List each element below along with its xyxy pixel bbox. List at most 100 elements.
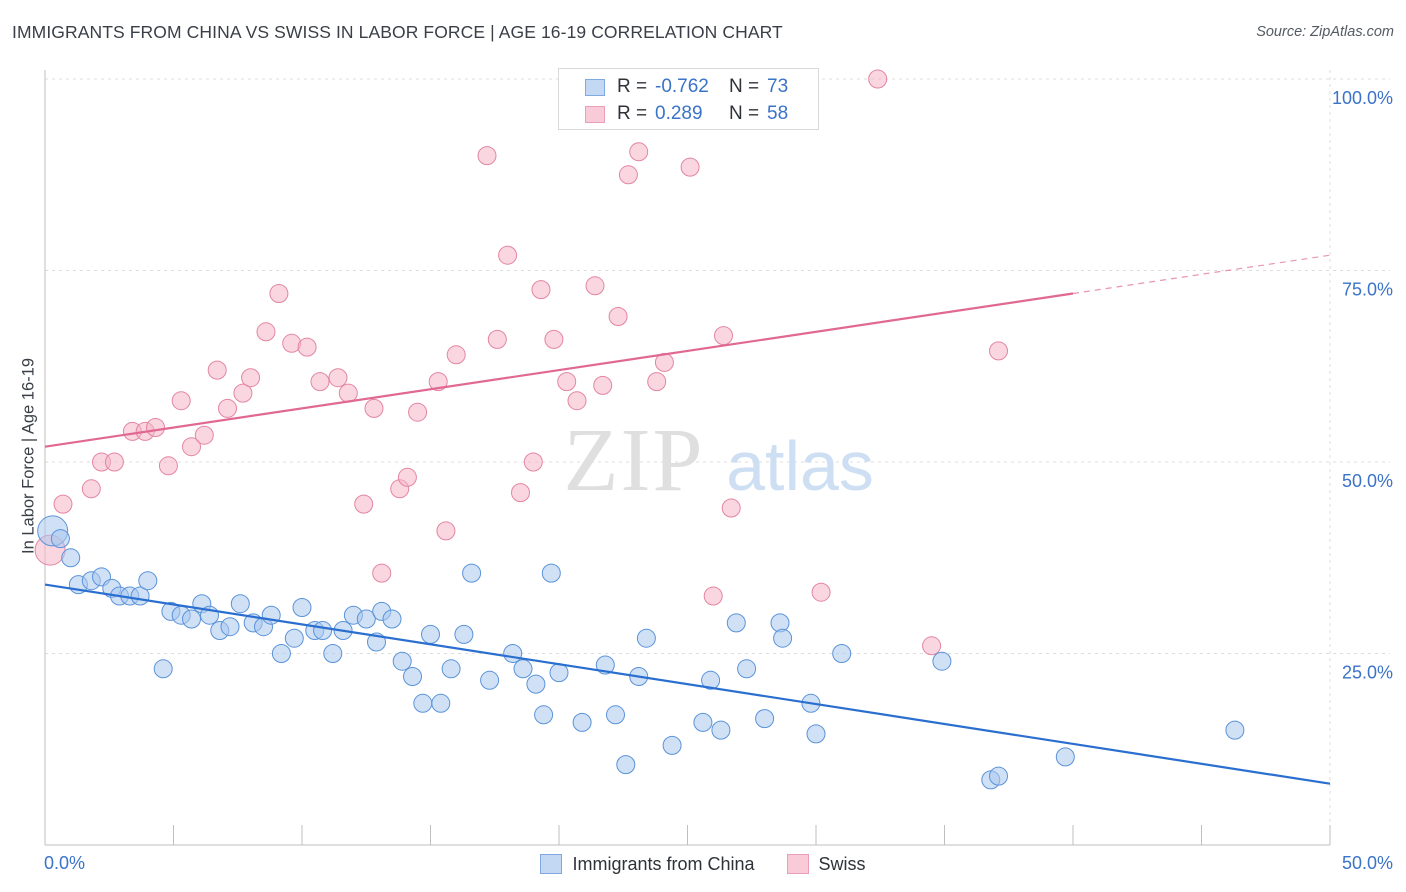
watermark: ZIP atlas — [564, 411, 874, 510]
swiss-point-41 — [585, 276, 605, 296]
trend-line-swiss — [44, 292, 1074, 448]
y-tick-label-2: 75.0% — [1342, 280, 1393, 300]
swiss-point-23 — [354, 494, 374, 514]
china-point-48 — [541, 563, 561, 583]
r-label: R = — [617, 103, 648, 124]
r-label: R = — [617, 76, 648, 97]
chart-title: IMMIGRANTS FROM CHINA VS SWISS IN LABOR … — [12, 22, 783, 42]
swiss-point-51 — [703, 586, 723, 606]
swiss-point-14 — [233, 383, 253, 403]
swiss-point-40 — [567, 391, 587, 411]
china-point-59 — [711, 720, 731, 740]
swiss-point-2 — [81, 479, 101, 499]
china-point-34 — [382, 609, 402, 629]
china-point-18 — [220, 617, 240, 637]
china-point-39 — [431, 693, 451, 713]
correlation-legend: R = -0.762 N = 73 R = 0.289 N = 58 — [558, 68, 819, 130]
china-point-70 — [989, 766, 1008, 786]
legend-swatch-china — [585, 78, 605, 96]
china-point-61 — [737, 659, 757, 679]
china-point-2 — [61, 548, 81, 568]
swiss-point-24 — [364, 398, 384, 418]
n-value: 58 — [767, 103, 789, 124]
swiss-point-27 — [397, 467, 417, 487]
china-point-43 — [480, 670, 500, 690]
china-point-27 — [313, 621, 333, 640]
source-note: Source: ZipAtlas.com — [1256, 24, 1394, 40]
swiss-point-30 — [436, 521, 456, 541]
china-point-67 — [832, 644, 852, 663]
x-tick-label-min: 0.0% — [44, 853, 85, 873]
legend-row-swiss: R = 0.289 N = 58 — [585, 103, 788, 125]
swiss-point-49 — [714, 326, 733, 346]
china-point-50 — [572, 712, 592, 732]
china-point-62 — [755, 709, 775, 729]
china-point-55 — [636, 628, 656, 648]
swiss-point-28 — [408, 402, 428, 422]
china-point-66 — [806, 724, 826, 744]
china-point-40 — [441, 659, 461, 679]
china-point-11 — [153, 659, 173, 679]
china-point-37 — [413, 693, 433, 713]
swiss-point-7 — [146, 418, 165, 437]
china-point-10 — [138, 571, 158, 591]
trend-line-swiss-extension — [1072, 254, 1331, 295]
watermark-zip: ZIP — [564, 411, 705, 510]
legend-swatch-swiss — [585, 105, 605, 123]
swiss-point-39 — [557, 372, 577, 392]
china-point-51 — [595, 655, 615, 675]
swiss-point-20 — [310, 372, 330, 392]
legend-label-swiss: Swiss — [818, 853, 866, 874]
n-label: N = — [729, 103, 760, 124]
trend-line-china — [44, 583, 1331, 785]
swiss-point-55 — [989, 341, 1008, 361]
swiss-point-35 — [511, 483, 530, 503]
swiss-point-22 — [338, 383, 358, 403]
axes — [44, 70, 1331, 846]
legend-item-swiss[interactable]: Swiss — [786, 853, 866, 875]
swiss-point-46 — [647, 372, 667, 392]
swiss-point-15 — [241, 368, 261, 388]
x-tick-label-max: 50.0% — [1342, 853, 1393, 873]
y-tick-label-0: 25.0% — [1342, 663, 1393, 683]
series-china-points — [37, 515, 1245, 790]
swiss-point-17 — [269, 284, 289, 303]
china-point-23 — [271, 644, 291, 663]
china-point-60 — [726, 613, 746, 633]
swiss-point-50 — [721, 498, 741, 518]
swiss-point-43 — [608, 307, 628, 326]
swiss-point-34 — [498, 245, 518, 265]
swiss-point-32 — [477, 146, 497, 166]
swiss-point-11 — [194, 425, 214, 445]
y-tick-label-1: 50.0% — [1342, 471, 1393, 491]
series-legend: Immigrants from China Swiss — [0, 852, 1406, 876]
china-point-41 — [454, 624, 474, 644]
swiss-point-25 — [372, 563, 392, 583]
r-value: 0.289 — [655, 103, 703, 124]
swiss-point-45 — [629, 142, 649, 162]
r-value: -0.762 — [655, 76, 709, 97]
china-point-36 — [403, 667, 422, 686]
legend-swatch-china — [540, 854, 563, 874]
china-point-42 — [462, 563, 482, 583]
china-point-44 — [503, 644, 523, 663]
legend-row-china: R = -0.762 N = 73 — [585, 76, 788, 98]
china-point-57 — [693, 712, 713, 732]
china-point-71 — [1055, 747, 1075, 767]
china-point-64 — [773, 628, 793, 648]
n-value: 73 — [767, 76, 789, 97]
china-point-47 — [534, 705, 554, 725]
china-point-45 — [513, 659, 533, 679]
swiss-point-37 — [531, 280, 551, 300]
swiss-point-19 — [297, 337, 317, 357]
china-point-58 — [701, 670, 721, 690]
y-tick-label-3: 100.0% — [1332, 88, 1393, 108]
trend-lines — [44, 254, 1331, 785]
swiss-point-1 — [53, 494, 73, 514]
china-point-38 — [421, 624, 440, 644]
china-point-46 — [526, 674, 546, 694]
swiss-point-54 — [922, 636, 942, 656]
legend-item-china[interactable]: Immigrants from China — [540, 854, 755, 875]
tick-labels: 25.0% 50.0% 75.0% 100.0% 0.0% 50.0% — [44, 88, 1393, 873]
